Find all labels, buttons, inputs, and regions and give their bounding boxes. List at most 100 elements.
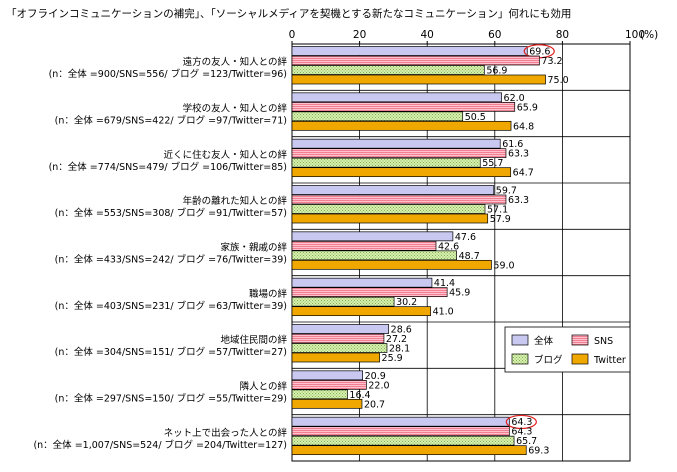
data-label: 50.5 [465,112,486,123]
bar [291,398,363,409]
bar [291,65,485,75]
bar [291,157,481,168]
bar [291,148,507,159]
tick-label: 0 [289,29,296,41]
bar [291,259,492,270]
tick-label: 40 [421,29,434,41]
category-label: 学校の友人・知人との絆 [183,103,288,115]
bar [291,426,510,437]
data-label: 42.6 [438,241,459,252]
data-label: 45.9 [449,288,470,299]
data-label: 41.0 [433,307,454,318]
bar [291,352,380,363]
data-label: 28.1 [389,344,410,355]
bar [291,240,437,251]
legend-label: Twitter [593,355,626,366]
legend-label: 全体 [534,335,554,347]
data-label: 64.7 [513,168,534,179]
legend-label: ブログ [534,354,563,366]
data-label: 59.0 [493,260,514,271]
bar [291,389,348,400]
data-label: 55.7 [482,158,503,169]
data-label: 64.3 [511,427,532,438]
x-axis: 0 20 40 60 80 100(%) [289,29,658,462]
unit-label: (%) [640,29,658,41]
category-label: 家族・親戚の絆 [220,242,287,254]
data-label: 16.4 [349,390,370,401]
data-label: 64.3 [511,417,532,428]
data-label: 65.9 [517,102,538,113]
bar [291,306,431,317]
tick-label: 20 [353,29,366,41]
bar [291,343,388,353]
bar [291,167,512,178]
data-label: 69.3 [528,446,549,457]
data-label: 20.9 [365,371,386,382]
data-label: 47.6 [455,232,476,243]
category-label: 職場の絆 [249,288,288,300]
data-label: 57.9 [490,214,511,225]
legend-swatch [511,334,529,346]
data-label: 61.6 [502,139,523,150]
legend-box [504,326,631,373]
category-sublabel: (n：全体 =297/SNS=150/ ブログ =55/Twitter=29) [55,393,287,405]
bars: 69.673.256.975.062.065.950.564.861.663.3… [291,44,569,457]
category-label: 年齢の離れた知人との絆 [183,195,288,207]
highlight-circle [505,414,537,430]
bar [291,74,546,85]
category-label: ネット上で出会った人との絆 [164,427,288,439]
data-label: 22.0 [368,380,389,391]
legend-label: SNS [594,336,613,347]
data-label: 73.2 [541,56,562,67]
bar [291,213,489,224]
bar [291,435,515,446]
category-sublabel: (n：全体 =679/SNS=422/ ブログ =97/Twitter=71) [55,115,287,127]
bar [291,231,454,242]
bar [291,324,390,334]
category-sublabel: (n：全体 =1,007/SNS=524/ ブログ =204/Twitter=1… [33,439,287,451]
data-label: 65.7 [516,436,537,447]
legend-swatch [511,353,529,365]
data-label: 59.7 [496,186,517,197]
data-label: 41.4 [434,278,455,289]
data-label: 62.0 [504,93,525,104]
category-label: 遠方の友人・知人との絆 [183,56,288,68]
bar [291,111,464,122]
data-label: 48.7 [459,251,480,262]
data-label: 57.1 [487,205,508,216]
data-label: 64.8 [513,121,534,132]
data-label: 63.3 [508,195,529,206]
category-labels: 遠方の友人・知人との絆(n：全体 =900/SNS=556/ ブログ =123/… [33,56,287,451]
bar [291,333,385,344]
bar [291,138,501,149]
bar [291,46,528,56]
bar [291,370,363,381]
bar [291,194,507,205]
bar [291,287,448,298]
category-sublabel: (n：全体 =553/SNS=308/ ブログ =91/Twitter=57) [55,207,287,219]
bar [291,416,510,427]
category-sublabel: (n：全体 =433/SNS=242/ ブログ =76/Twitter=39) [55,254,287,266]
data-label: 28.6 [391,325,412,336]
bar [291,277,433,288]
bar [291,204,486,214]
bar [291,185,495,195]
bar [291,120,512,131]
data-label: 69.6 [529,47,550,58]
tick-label: 60 [488,29,501,41]
bar [291,55,540,66]
category-label: 地域住民間の絆 [220,334,287,346]
category-sublabel: (n：全体 =403/SNS=231/ ブログ =63/Twitter=39) [55,300,287,312]
bar [291,92,502,103]
tick-label: 100 [625,29,645,41]
legend: 全体 SNS ブログ Twitter [504,326,631,373]
bar [291,250,457,261]
category-sublabel: (n：全体 =900/SNS=556/ ブログ =123/Twitter=96) [49,68,287,80]
data-label: 63.3 [508,149,529,160]
legend-swatch [571,334,589,346]
tick-label: 80 [556,29,569,41]
data-label: 30.2 [396,297,417,308]
data-label: 75.0 [548,75,569,86]
category-sublabel: (n：全体 =304/SNS=151/ ブログ =57/Twitter=27) [55,346,287,358]
